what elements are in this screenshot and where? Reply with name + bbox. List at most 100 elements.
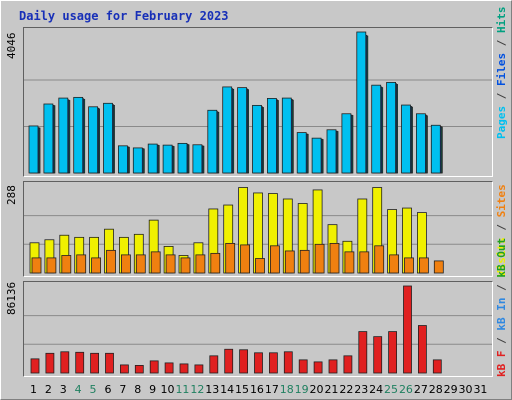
pages-bar	[58, 97, 69, 174]
x-tick-label: 27	[414, 383, 428, 396]
kb-f-bar	[268, 352, 278, 374]
pages-bar	[88, 106, 98, 174]
visits-sites-panel	[23, 181, 493, 277]
kb-panel	[23, 281, 493, 377]
pages-bar	[281, 97, 292, 174]
x-tick-label: 23	[354, 383, 368, 396]
sites-bar	[46, 257, 57, 274]
kb-f-bar	[194, 364, 204, 374]
p1-plot	[24, 187, 492, 274]
p0-plot	[24, 31, 492, 174]
x-tick-label: 9	[149, 383, 156, 396]
pages-bar	[326, 129, 337, 174]
x-tick-label: 17	[265, 383, 279, 396]
sites-bar	[284, 250, 295, 274]
x-tick-label: 8	[134, 383, 141, 396]
x-tick-label: 13	[205, 383, 219, 396]
sites-bar	[314, 243, 325, 274]
x-tick-label: 11	[175, 383, 189, 396]
pages-bar	[311, 137, 322, 174]
kb-f-bar	[179, 363, 189, 374]
kb-f-bar	[432, 359, 442, 374]
kb-f-bar	[45, 352, 55, 374]
x-tick-label: 12	[190, 383, 204, 396]
kb-f-bar	[239, 349, 249, 374]
kb-f-bar	[298, 359, 308, 374]
sites-bar	[433, 260, 444, 274]
pages-bar	[192, 144, 203, 174]
sites-bar	[359, 251, 370, 274]
sites-bar	[269, 245, 280, 274]
kb-f-bar	[283, 351, 293, 374]
x-tick-label: 5	[90, 383, 97, 396]
sites-bar	[389, 254, 400, 274]
x-tick-label: 21	[324, 383, 338, 396]
pages-bar	[147, 143, 158, 174]
sites-bar	[404, 257, 414, 274]
sites-bar	[418, 257, 429, 274]
pages-bar	[430, 124, 441, 174]
sites-bar	[240, 244, 251, 274]
kb-f-bar	[388, 331, 398, 374]
pages-bar	[386, 81, 397, 174]
kb-f-bar	[90, 352, 99, 374]
sites-bar	[61, 255, 72, 274]
pages-bar	[401, 104, 411, 174]
pages-files-hits-panel	[23, 27, 493, 177]
pages-bar	[162, 144, 173, 174]
sites-bar	[255, 258, 265, 274]
pages-bar	[237, 87, 248, 174]
sites-bar	[180, 257, 191, 274]
kb-f-bar	[254, 352, 263, 374]
kb-f-bar	[328, 359, 338, 374]
x-tick-label: 28	[429, 383, 443, 396]
pages-bar	[296, 132, 307, 174]
x-tick-label: 3	[60, 383, 67, 396]
x-tick-label: 18	[280, 383, 294, 396]
x-tick-label: 16	[250, 383, 264, 396]
kb-f-bar	[313, 361, 323, 374]
pages-bar	[28, 125, 39, 174]
sites-bar	[91, 257, 101, 274]
sites-bar	[121, 254, 131, 274]
pages-bar	[207, 109, 218, 174]
kb-f-bar	[224, 348, 234, 374]
sites-bar	[106, 249, 116, 274]
sites-bar	[225, 242, 236, 274]
pages-bar	[252, 104, 262, 174]
pages-bar	[341, 113, 352, 174]
x-tick-label: 4	[75, 383, 82, 396]
sites-bar	[150, 251, 161, 274]
kb-f-bar	[358, 331, 368, 374]
x-tick-label: 25	[384, 383, 398, 396]
pages-bar	[371, 84, 382, 174]
x-tick-label: 29	[444, 383, 458, 396]
p2-plot	[24, 285, 492, 374]
pages-bar	[118, 145, 128, 174]
sites-bar	[299, 249, 310, 274]
kb-f-bar	[134, 365, 144, 374]
x-tick-label: 30	[459, 383, 473, 396]
kb-f-bar	[417, 325, 427, 374]
sites-bar	[344, 251, 355, 274]
sites-bar	[165, 254, 176, 274]
kb-f-bar	[105, 352, 114, 374]
sites-bar	[329, 242, 340, 274]
kb-f-bar	[373, 336, 383, 374]
kb-f-bar	[120, 364, 129, 374]
pages-bar	[356, 31, 367, 174]
pages-bar	[177, 142, 188, 174]
sites-bar	[374, 245, 385, 274]
x-tick-label: 24	[369, 383, 383, 396]
sites-bar	[195, 254, 206, 274]
x-tick-label: 6	[104, 383, 111, 396]
kb-f-bar	[343, 355, 353, 374]
x-tick-label: 19	[295, 383, 309, 396]
kb-f-bar	[164, 362, 174, 374]
pages-bar	[132, 147, 143, 174]
pages-bar	[73, 96, 84, 174]
x-tick-label: 15	[235, 383, 249, 396]
sites-bar	[31, 257, 42, 274]
